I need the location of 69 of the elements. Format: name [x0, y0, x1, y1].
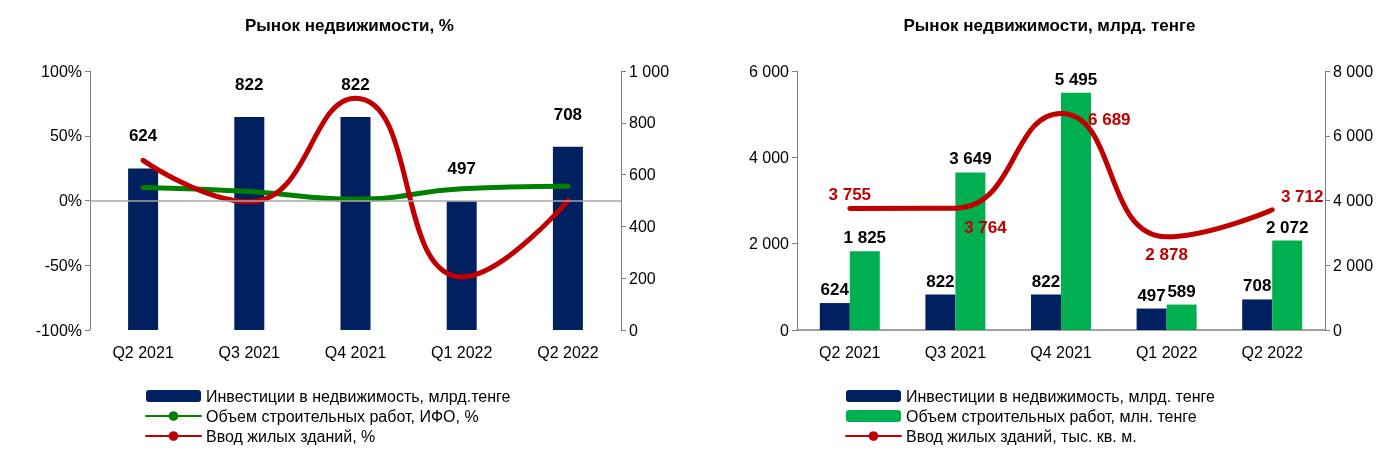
data-label: 624	[128, 126, 158, 146]
data-label: 497	[447, 159, 476, 179]
data-label: 3 755	[828, 185, 872, 205]
y-tick-label: 50%	[49, 127, 82, 145]
y2-tick-label: 2 000	[1333, 256, 1374, 274]
y-tick-label: 6 000	[748, 62, 790, 80]
data-label: 3 712	[1280, 186, 1324, 206]
bar	[1166, 304, 1197, 330]
bar	[234, 117, 265, 330]
data-label: 708	[1243, 276, 1272, 296]
data-label: 3 649	[949, 149, 992, 169]
data-label: 1 825	[843, 228, 887, 248]
y2-tick-label: 200	[629, 269, 656, 287]
x-tick-label: Q1 2022	[1135, 343, 1198, 361]
y2-tick-label: 400	[629, 217, 656, 235]
y-tick-label: -50%	[44, 256, 82, 274]
y2-tick-label: 0	[1333, 321, 1342, 339]
data-label: 589	[1167, 281, 1196, 301]
bar	[128, 168, 159, 330]
data-label: 822	[235, 75, 264, 95]
y2-tick-label: 600	[629, 166, 656, 184]
legend-label: Ввод жилых зданий, %	[206, 427, 376, 445]
x-tick-label: Q1 2022	[431, 343, 493, 361]
y-tick-label: 100%	[41, 62, 82, 80]
data-label: 2 878	[1145, 244, 1188, 264]
x-tick-label: Q2 2021	[112, 343, 174, 361]
bar	[1136, 308, 1167, 330]
bar	[1242, 299, 1273, 330]
bar	[925, 294, 956, 330]
y2-tick-label: 8 000	[1333, 62, 1374, 80]
data-label: 5 495	[1054, 69, 1098, 89]
legend-label: Инвестиции в недвижимость, млрд. тенге	[906, 387, 1215, 405]
legend-label: Объем строительных работ, млн. тенге	[906, 407, 1197, 425]
chart-title: Рынок недвижимости, млрд. тенге	[903, 16, 1196, 35]
x-tick-label: Q4 2021	[324, 343, 387, 361]
bar	[1031, 294, 1061, 330]
bar	[340, 117, 371, 330]
x-tick-label: Q2 2022	[537, 343, 599, 361]
x-tick-label: Q2 2021	[819, 343, 881, 361]
y-tick-label: 0	[780, 321, 790, 339]
bar	[552, 146, 583, 330]
x-tick-label: Q4 2021	[1030, 343, 1092, 361]
chart-title: Рынок недвижимости, %	[245, 16, 454, 35]
legend-label: Инвестиции в недвижимость, млрд.тенге	[206, 387, 511, 405]
y2-tick-label: 1 000	[629, 62, 670, 80]
x-tick-label: Q2 2022	[1241, 343, 1303, 361]
data-label: 2 072	[1265, 217, 1309, 237]
bar	[849, 251, 880, 330]
y-tick-label: 0%	[58, 192, 82, 209]
legend-label: Объем строительных работ, ИФО, %	[206, 407, 479, 425]
bar	[819, 303, 850, 330]
legend-label: Ввод жилых зданий, тыс. кв. м.	[906, 427, 1137, 445]
data-label: 497	[1137, 285, 1166, 305]
data-label: 822	[341, 75, 370, 95]
y2-tick-label: 6 000	[1333, 127, 1374, 145]
data-label: 708	[553, 104, 583, 124]
y2-tick-label: 0	[629, 321, 638, 339]
x-tick-label: Q3 2021	[218, 343, 281, 361]
bar	[1272, 240, 1303, 330]
y2-tick-label: 4 000	[1333, 192, 1374, 209]
y2-tick-label: 800	[629, 114, 656, 132]
data-label: 822	[1031, 271, 1061, 291]
y-tick-label: 4 000	[748, 148, 790, 166]
bar	[446, 201, 477, 330]
y-tick-label: -100%	[35, 321, 82, 339]
y-tick-label: 2 000	[748, 235, 790, 253]
x-tick-label: Q3 2021	[924, 343, 987, 361]
data-label: 624	[820, 280, 850, 300]
data-label: 822	[926, 271, 955, 291]
